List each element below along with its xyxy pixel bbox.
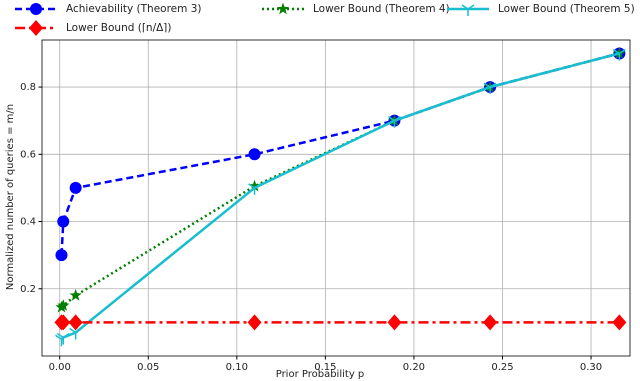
- marker: [68, 314, 83, 331]
- plot-frame: [41, 39, 631, 357]
- marker: [55, 249, 68, 262]
- x-axis-label: Prior Probability p: [276, 369, 365, 380]
- marker: [247, 314, 262, 331]
- marker: [248, 183, 261, 195]
- y-tick-label: 0.6: [20, 149, 36, 160]
- x-tick-label: 0.20: [403, 362, 425, 373]
- marker: [29, 20, 43, 36]
- x-tick-label: 0.15: [314, 362, 336, 373]
- legend-label: Achievability (Theorem 3): [66, 3, 201, 15]
- y-tick-label: 0.2: [20, 284, 36, 295]
- x-tick-label: 0.05: [137, 362, 159, 373]
- y-tick-label: 0.8: [20, 82, 36, 93]
- marker: [56, 332, 70, 345]
- marker: [612, 48, 626, 61]
- marker: [388, 116, 401, 128]
- marker: [612, 314, 627, 331]
- marker: [56, 314, 71, 331]
- x-tick-label: 0.25: [491, 362, 513, 373]
- marker: [69, 181, 82, 194]
- legend-label: Lower Bound (Theorem 5): [498, 3, 635, 15]
- marker: [248, 148, 261, 161]
- x-tick-label: 0.30: [580, 362, 602, 373]
- marker: [461, 4, 475, 16]
- marker: [248, 179, 261, 192]
- legend-label: Lower Bound (⌈n/Δ⌉): [66, 22, 172, 34]
- marker: [69, 289, 82, 301]
- x-tick-label: 0.10: [226, 362, 248, 373]
- marker: [483, 314, 498, 331]
- x-tick-label: 0.00: [49, 362, 71, 373]
- marker: [387, 314, 402, 331]
- marker: [57, 215, 70, 228]
- y-tick-label: 0.4: [20, 217, 36, 228]
- marker: [483, 82, 497, 95]
- legend: Achievability (Theorem 3) Lower Bound (Th…: [15, 2, 635, 36]
- legend-label: Lower Bound (Theorem 4): [313, 3, 450, 15]
- marker: [30, 3, 42, 15]
- y-axis-label: Normalized number of queries = m/n: [5, 104, 16, 290]
- marker: [276, 2, 290, 15]
- marker: [69, 327, 83, 340]
- series-line: [60, 52, 620, 309]
- marker: [57, 299, 70, 311]
- series-line: [60, 52, 620, 341]
